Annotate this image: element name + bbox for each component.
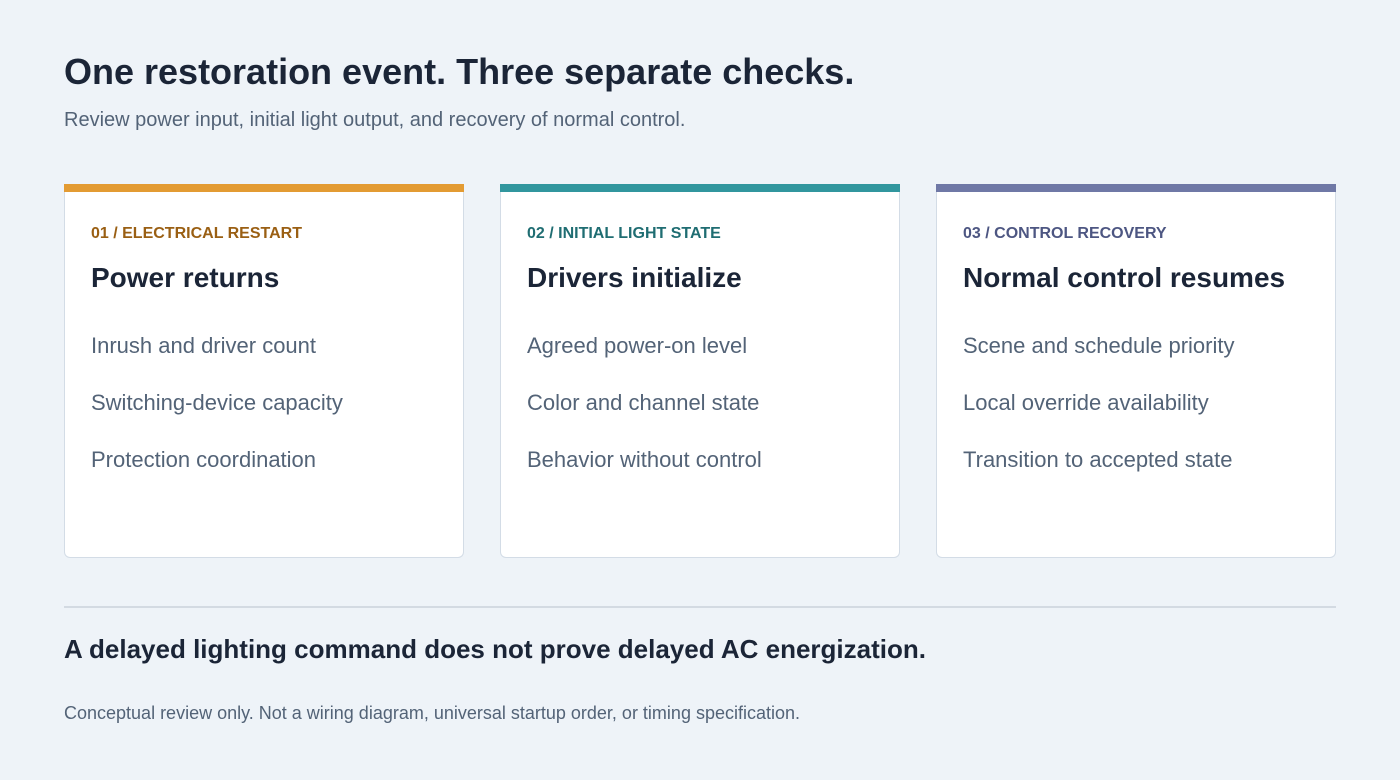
- page-title: One restoration event. Three separate ch…: [64, 51, 855, 92]
- drivers-initialize-title: Drivers initialize: [527, 262, 742, 293]
- normal-control-resumes-title: Normal control resumes: [963, 262, 1286, 293]
- color-channel-state-item: Color and channel state: [527, 390, 760, 415]
- initial-light-state-eyebrow: 02 / INITIAL LIGHT STATE: [527, 225, 721, 242]
- agreed-power-on-level-item: Agreed power-on level: [527, 333, 748, 358]
- local-override-availability-item: Local override availability: [963, 390, 1209, 415]
- section-divider: [64, 606, 1336, 608]
- power-returns-title: Power returns: [91, 262, 280, 293]
- switching-device-capacity-item: Switching-device capacity: [91, 390, 343, 415]
- control-recovery-eyebrow: 03 / CONTROL RECOVERY: [963, 225, 1167, 242]
- scope-note: Conceptual review only. Not a wiring dia…: [64, 703, 801, 723]
- restoration-checks-page: One restoration event. Three separate ch…: [64, 0, 1336, 780]
- initial-light-state-accent-bar: [500, 184, 900, 192]
- electrical-restart-eyebrow: 01 / ELECTRICAL RESTART: [91, 225, 302, 242]
- behavior-without-control-item: Behavior without control: [527, 447, 762, 472]
- inrush-driver-count-item: Inrush and driver count: [91, 333, 317, 358]
- control-recovery-accent-bar: [936, 184, 1336, 192]
- page-subtitle: Review power input, initial light output…: [64, 109, 686, 131]
- protection-coordination-item: Protection coordination: [91, 447, 317, 472]
- checks-card-row: 01 / ELECTRICAL RESTART Power returns In…: [64, 184, 1336, 558]
- transition-accepted-state-item: Transition to accepted state: [963, 447, 1233, 472]
- electrical-restart-card: 01 / ELECTRICAL RESTART Power returns In…: [64, 184, 464, 558]
- electrical-restart-accent-bar: [64, 184, 464, 192]
- conclusion-statement: A delayed lighting command does not prov…: [64, 634, 926, 664]
- scene-schedule-priority-item: Scene and schedule priority: [963, 333, 1235, 358]
- electrical-restart-check-list: Inrush and driver count Switching-device…: [91, 334, 343, 505]
- initial-light-state-check-list: Agreed power-on level Color and channel …: [527, 334, 762, 505]
- control-recovery-check-list: Scene and schedule priority Local overri…: [963, 334, 1235, 505]
- initial-light-state-card: 02 / INITIAL LIGHT STATE Drivers initial…: [500, 184, 900, 558]
- control-recovery-card: 03 / CONTROL RECOVERY Normal control res…: [936, 184, 1336, 558]
